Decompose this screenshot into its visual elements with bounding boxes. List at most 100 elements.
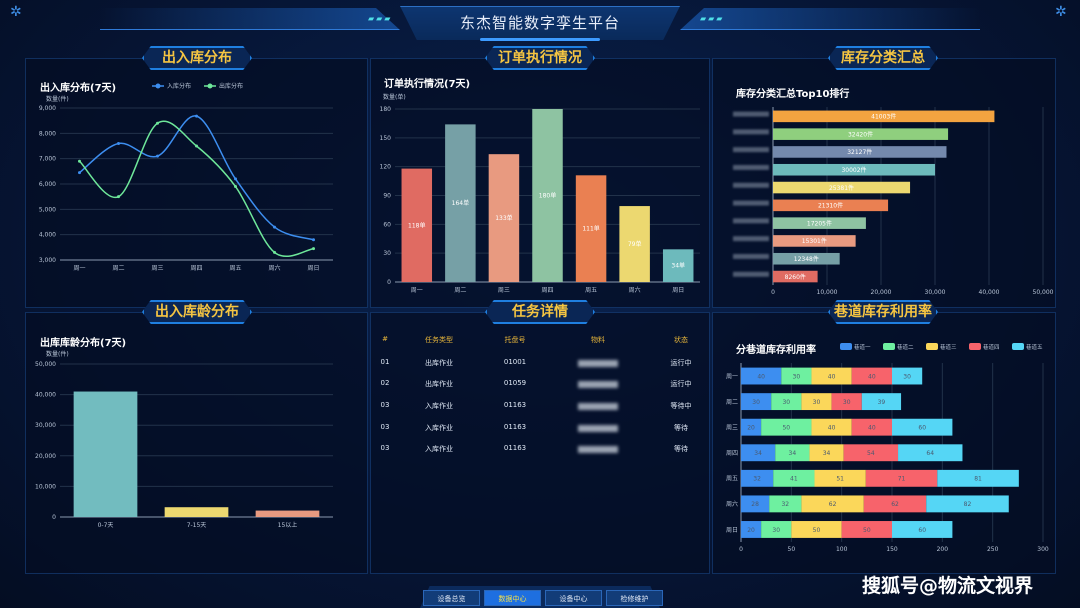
bar-segment [791,521,842,538]
legend-marker [155,83,161,89]
axis-unit: 数量(件) [46,351,69,358]
bar-segment [865,469,938,487]
legend-swatch [926,343,938,350]
category-label-blurred [733,253,769,259]
x-tick-label: 300 [1037,546,1049,553]
bar-segment [811,418,852,436]
y-tick-label: 周日 [726,527,738,534]
table-cell: 入库作业 [425,424,453,432]
table-cell: 入库作业 [425,445,453,453]
table-cell: 02 [380,379,390,387]
x-tick-label: 周二 [454,287,466,294]
bar [255,510,320,517]
table-cell: 运行中 [670,380,692,388]
line-series [78,120,314,258]
segment-label: 30 [782,399,790,406]
panel-tasks [370,312,710,574]
segment-label: 82 [964,501,972,508]
segment-label: 30 [843,399,851,406]
bar-segment [741,495,770,513]
bar-segment [809,444,844,462]
x-tick-label: 100 [836,546,848,553]
category-label-blurred [733,218,769,224]
table-header: 状态 [674,336,688,344]
table-cell: 01001 [503,358,527,366]
x-tick-label: 20,000 [871,289,892,296]
y-tick-label: 周三 [726,424,738,431]
table-cell: 01059 [503,379,527,387]
bar-segment [937,469,1019,487]
bar-label: 41003件 [871,113,896,121]
bar-segment [741,469,774,487]
table-cell: 等待 [674,445,688,453]
table-cell: 运行中 [670,359,692,367]
legend-label: 巷道三 [940,343,957,351]
segment-label: 60 [918,424,926,431]
data-point [117,141,120,145]
nav-tab[interactable]: 设备总览 [423,590,480,606]
y-tick-label: 30 [383,250,391,257]
segment-label: 71 [898,476,906,483]
segment-label: 34 [754,450,762,457]
segment-label: 50 [782,424,790,431]
x-tick-label: 15以上 [278,521,298,529]
bar-segment [775,444,810,462]
chart-title: 出入库分布(7天) [40,83,117,94]
bar-segment [861,393,902,411]
segment-label: 20 [747,527,755,534]
legend-swatch [969,343,981,350]
y-tick-label: 8,000 [39,130,56,137]
data-point [273,250,276,254]
segment-label: 62 [891,501,899,508]
header-wing-left [100,8,400,30]
bar-label: 17205件 [807,219,832,227]
legend-label: 巷道一 [854,343,871,351]
axis-unit: 数量(件) [46,96,69,103]
x-tick-label: 周一 [411,287,423,294]
table-cell: 03 [380,423,390,431]
material-blurred [578,381,618,388]
bar-segment [741,367,782,385]
data-point [78,171,81,175]
section-title-tasks: 任务详情 [485,300,595,324]
chart-title: 订单执行情况(7天) [384,79,471,90]
chart-title: 出库库龄分布(7天) [40,338,127,349]
segment-label: 64 [926,450,934,457]
x-tick-label: 30,000 [925,289,946,296]
nav-tab[interactable]: 数据中心 [484,590,541,606]
bar-label: 118单 [408,221,425,229]
table-cell: 入库作业 [425,402,453,410]
bar-label: 12348件 [794,255,819,263]
nav-tab[interactable]: 检修维护 [606,590,663,606]
nav-tab[interactable]: 设备中心 [545,590,602,606]
y-tick-label: 180 [380,106,392,113]
y-tick-label: 7,000 [39,156,56,163]
material-blurred [578,403,618,410]
x-tick-label: 周三 [498,287,510,294]
table-header: 任务类型 [425,336,453,344]
bar [773,199,889,212]
segment-label: 32 [781,501,789,508]
bar-label: 180单 [539,192,556,200]
segment-label: 39 [878,399,886,406]
bar-label: 79单 [628,240,642,248]
legend-label: 入库分布 [167,82,191,90]
legend-marker [207,83,213,89]
header-bar [400,6,680,40]
bar [773,128,949,140]
x-tick-label: 周四 [541,287,553,294]
bar-segment [851,367,892,385]
x-tick-label: 0 [739,546,743,553]
y-tick-label: 60 [383,221,391,228]
table-header: 托盘号 [504,336,526,344]
y-tick-label: 90 [383,193,391,200]
category-label-blurred [733,129,769,135]
data-point [312,247,315,251]
bar-segment [761,521,792,538]
bar-segment [741,418,762,436]
y-tick-label: 150 [380,135,392,142]
y-tick-label: 20,000 [35,453,56,460]
bar [662,249,694,282]
bar-segment [892,367,923,385]
